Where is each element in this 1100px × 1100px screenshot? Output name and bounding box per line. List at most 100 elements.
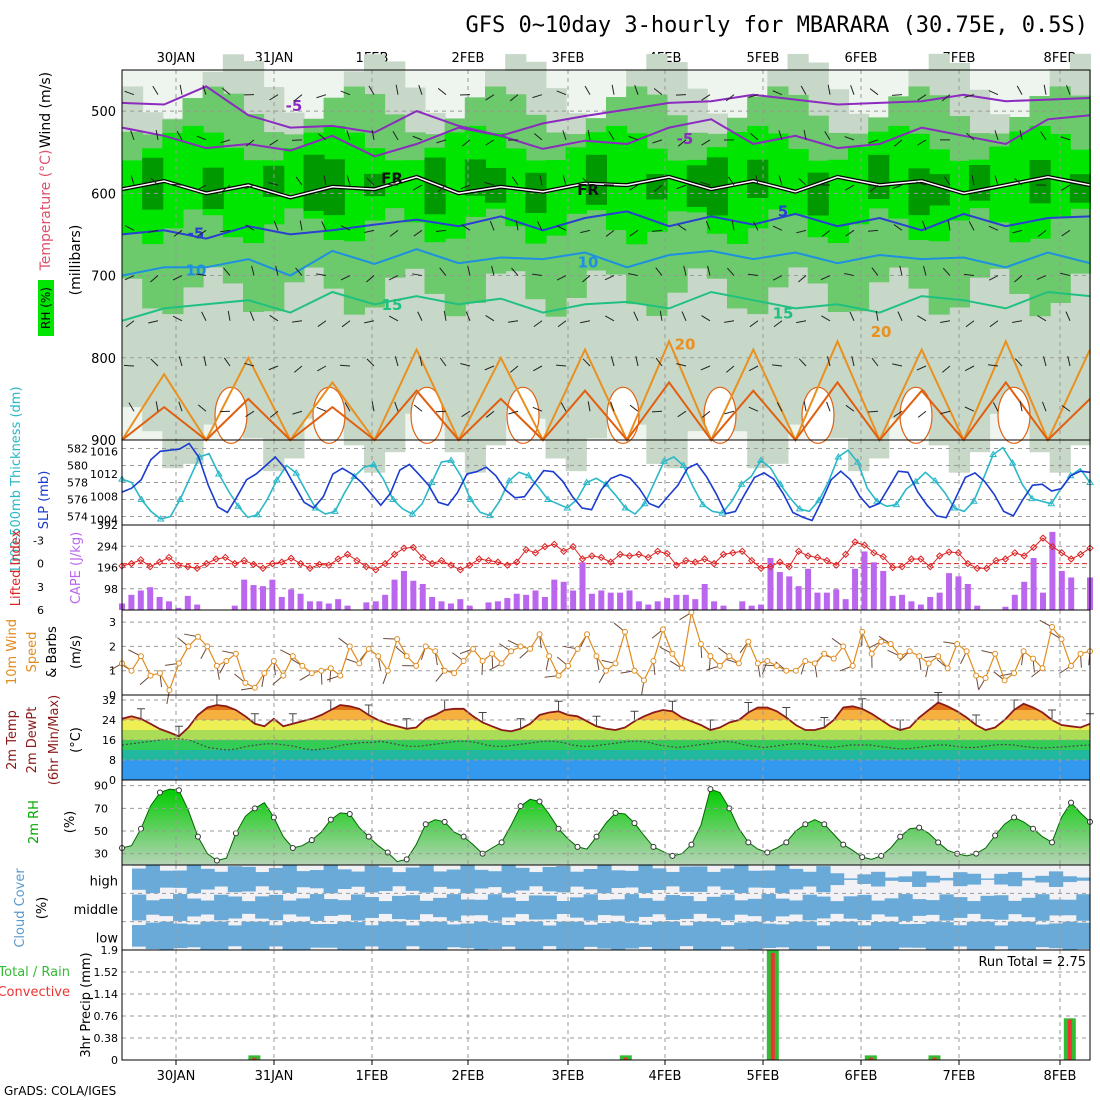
wind-barb <box>964 406 975 412</box>
cloud-fraction-cell <box>788 900 804 915</box>
wind-barb <box>317 320 327 327</box>
cloud-fraction-cell <box>761 894 776 921</box>
wind-barb <box>417 311 423 321</box>
lifted-index-point <box>372 566 380 574</box>
cloud-fraction-cell <box>720 868 735 890</box>
cloud-fraction-cell <box>980 878 995 880</box>
rh-shade-cell <box>222 147 244 238</box>
lifted-index-point <box>625 552 634 560</box>
wind-barb <box>724 410 735 415</box>
wind-speed-point <box>232 650 239 657</box>
ylabel-precip-total: Total / Rain <box>0 965 70 980</box>
rh-area <box>122 789 1090 865</box>
rh-point <box>669 852 676 859</box>
wind-barb <box>580 320 591 324</box>
wind-barb <box>269 314 279 322</box>
cape-bar <box>382 594 389 610</box>
cape-bar <box>288 589 295 610</box>
wind-speed-point <box>384 667 391 674</box>
rh-shade-cell <box>787 149 809 216</box>
wind-barb <box>724 320 735 323</box>
wind-barb <box>128 402 135 412</box>
wind-speed-point <box>878 638 885 645</box>
wind-barb <box>152 85 159 95</box>
rh-shade-cell <box>666 160 688 212</box>
cloud-fraction-cell <box>323 865 338 894</box>
cape-bar <box>297 593 304 610</box>
cloud-fraction-cell <box>405 867 420 891</box>
rh-point <box>1030 825 1037 832</box>
cloud-fraction-cell <box>747 921 763 950</box>
slp-tick-label: 1004 <box>90 513 118 526</box>
lifted-index-point <box>437 556 446 565</box>
wind-barb <box>701 410 711 418</box>
wind-barb <box>435 410 447 413</box>
wind-barb <box>340 275 351 281</box>
wind-tick-label: 2 <box>109 640 116 653</box>
cloud-fraction-cell <box>474 921 489 950</box>
wind-barb <box>892 184 903 190</box>
cloud-fraction-cell <box>173 870 188 888</box>
rh-shade-cell <box>202 167 224 210</box>
wind-barb <box>346 130 351 141</box>
wind-barb <box>897 311 903 321</box>
wind-barb <box>388 315 399 322</box>
cape-bar <box>1021 581 1028 610</box>
wind-speed-point <box>546 653 553 660</box>
wind-barb <box>1040 131 1047 141</box>
cloud-fraction-cell <box>816 925 831 947</box>
cloud-fraction-cell <box>624 870 639 888</box>
cloud-fraction-cell <box>378 867 393 892</box>
rh-point <box>308 837 315 844</box>
wind-barb <box>798 275 807 283</box>
rh-shade-cell <box>908 168 930 216</box>
rh-shade-cell <box>848 146 870 225</box>
cloud-fraction-cell <box>159 921 174 950</box>
lifted-index-point <box>325 561 333 569</box>
cape-bar <box>795 586 802 610</box>
cloud-fraction-cell <box>1076 894 1091 921</box>
lifted-index-point <box>973 564 981 572</box>
cape-bar <box>165 601 172 610</box>
cloud-fraction-cell <box>994 925 1009 947</box>
wind-barb <box>366 177 375 186</box>
cape-bar <box>1011 594 1018 610</box>
wind-speed-point <box>925 660 932 667</box>
date-tick-label: 3FEB <box>552 1069 585 1084</box>
thickness-point <box>447 456 456 463</box>
lifted-index-point <box>804 552 812 560</box>
wind-barb <box>964 94 975 98</box>
rh-point <box>460 833 467 840</box>
wind-barb <box>395 84 399 95</box>
precip-tick-label: 0 <box>111 1054 118 1067</box>
wind-barb <box>1061 405 1071 412</box>
wind-barb <box>130 130 135 141</box>
wind-barb <box>628 273 639 277</box>
wind-barb <box>413 229 423 237</box>
lifted-index-point <box>635 550 643 559</box>
wind-barb <box>364 229 375 234</box>
cloud-fraction-cell <box>309 894 325 921</box>
wind-barb <box>1065 311 1071 321</box>
wind-barb <box>172 275 183 281</box>
wind-speed-point <box>1058 636 1065 643</box>
wind-speed-point <box>754 660 761 667</box>
wind-barb <box>245 224 255 231</box>
wind-speed-point <box>935 653 942 660</box>
wind-barb <box>944 176 951 186</box>
wind-barb <box>604 275 615 281</box>
thickness-point <box>369 460 378 468</box>
thickness-point <box>776 480 785 487</box>
lifted-index-point <box>362 563 371 571</box>
cloud-fraction-cell <box>925 875 941 883</box>
slp-tick-label: 1012 <box>90 468 118 481</box>
thickness-tick-label: 576 <box>67 494 88 507</box>
cloud-fraction-cell <box>829 921 845 950</box>
wind-barb <box>726 267 735 276</box>
cloud-fraction-cell <box>679 896 694 919</box>
cloud-fraction-cell <box>638 924 653 947</box>
ylabel-thickness: 1000-500mb Thickness (dm) <box>9 386 24 573</box>
rh-point <box>384 849 391 856</box>
